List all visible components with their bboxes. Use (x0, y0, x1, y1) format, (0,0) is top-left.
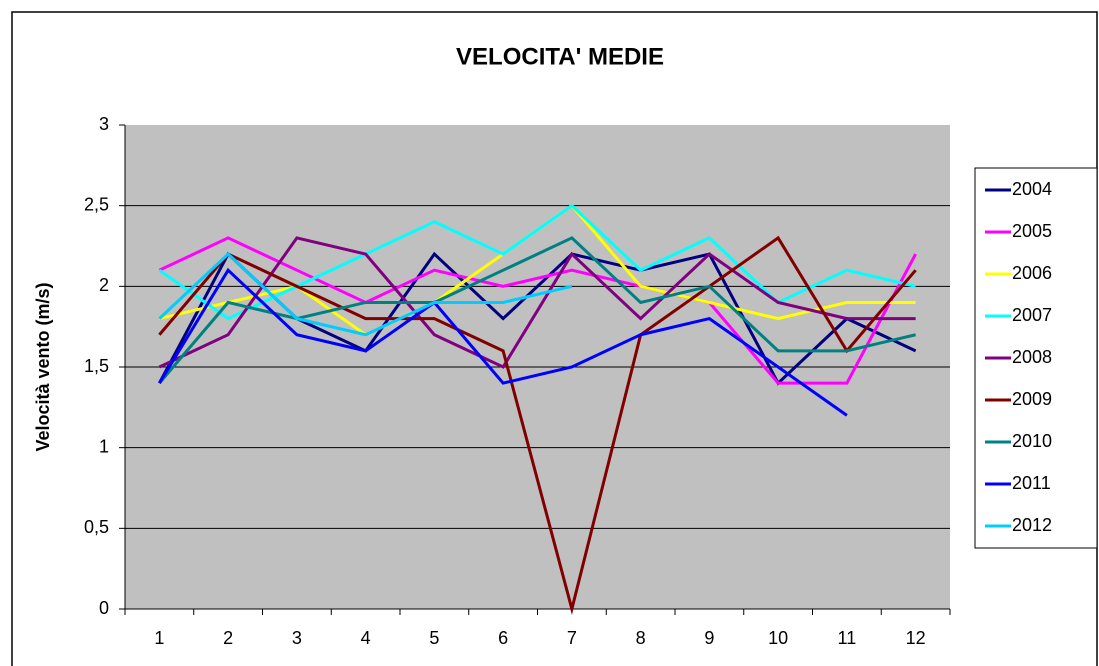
x-tick-label: 1 (154, 628, 164, 648)
y-tick-label: 2 (99, 275, 109, 295)
series-line (158, 236, 916, 385)
y-tick-label: 1 (99, 436, 109, 456)
legend-label: 2007 (1012, 305, 1052, 325)
legend-label: 2006 (1012, 263, 1052, 283)
x-tick-label: 3 (292, 628, 302, 648)
legend-label: 2004 (1012, 179, 1052, 199)
x-tick-label: 10 (768, 628, 788, 648)
y-tick-label: 2,5 (84, 194, 109, 214)
x-tick-label: 9 (704, 628, 714, 648)
legend-label: 2010 (1012, 431, 1052, 451)
x-tick-label: 5 (429, 628, 439, 648)
series-line (158, 203, 916, 321)
x-tick-label: 7 (567, 628, 577, 648)
chart-title: VELOCITA' MEDIE (456, 43, 664, 70)
series-line (158, 236, 917, 385)
series-line (158, 236, 916, 369)
x-tick-label: 8 (636, 628, 646, 648)
x-tick-label: 4 (361, 628, 371, 648)
y-tick-label: 0 (99, 598, 109, 618)
x-tick-label: 11 (838, 628, 857, 648)
legend-label: 2009 (1012, 389, 1052, 409)
y-tick-label: 1,5 (84, 356, 109, 376)
x-tick-label: 6 (498, 628, 508, 648)
series-line (158, 267, 848, 417)
series-line (158, 252, 573, 337)
legend-label: 2008 (1012, 347, 1052, 367)
y-axis-label: Velocità vento (m/s) (33, 282, 53, 451)
legend-label: 2005 (1012, 221, 1052, 241)
y-tick-label: 0,5 (84, 517, 109, 537)
y-tick-label: 3 (99, 114, 109, 134)
series-line (158, 235, 917, 615)
legend-label: 2011 (1012, 473, 1051, 493)
x-tick-label: 12 (906, 628, 926, 648)
legend-label: 2012 (1012, 515, 1052, 535)
x-tick-label: 2 (223, 628, 233, 648)
